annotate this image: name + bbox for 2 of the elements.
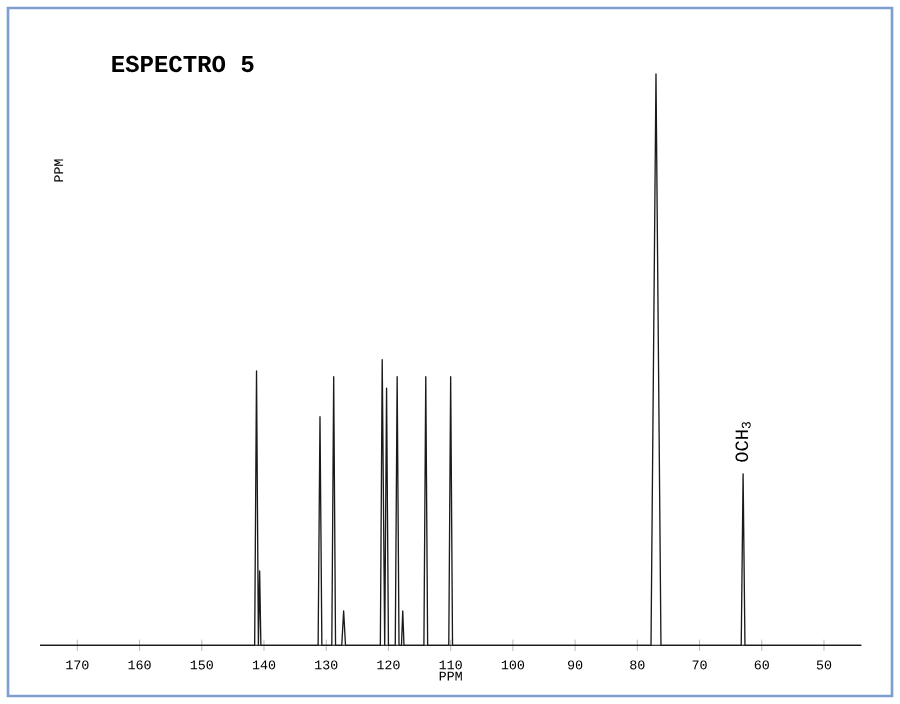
chart-title: ESPECTRO 5	[112, 55, 254, 73]
annotation: OCH$_{3}$	[735, 421, 751, 462]
